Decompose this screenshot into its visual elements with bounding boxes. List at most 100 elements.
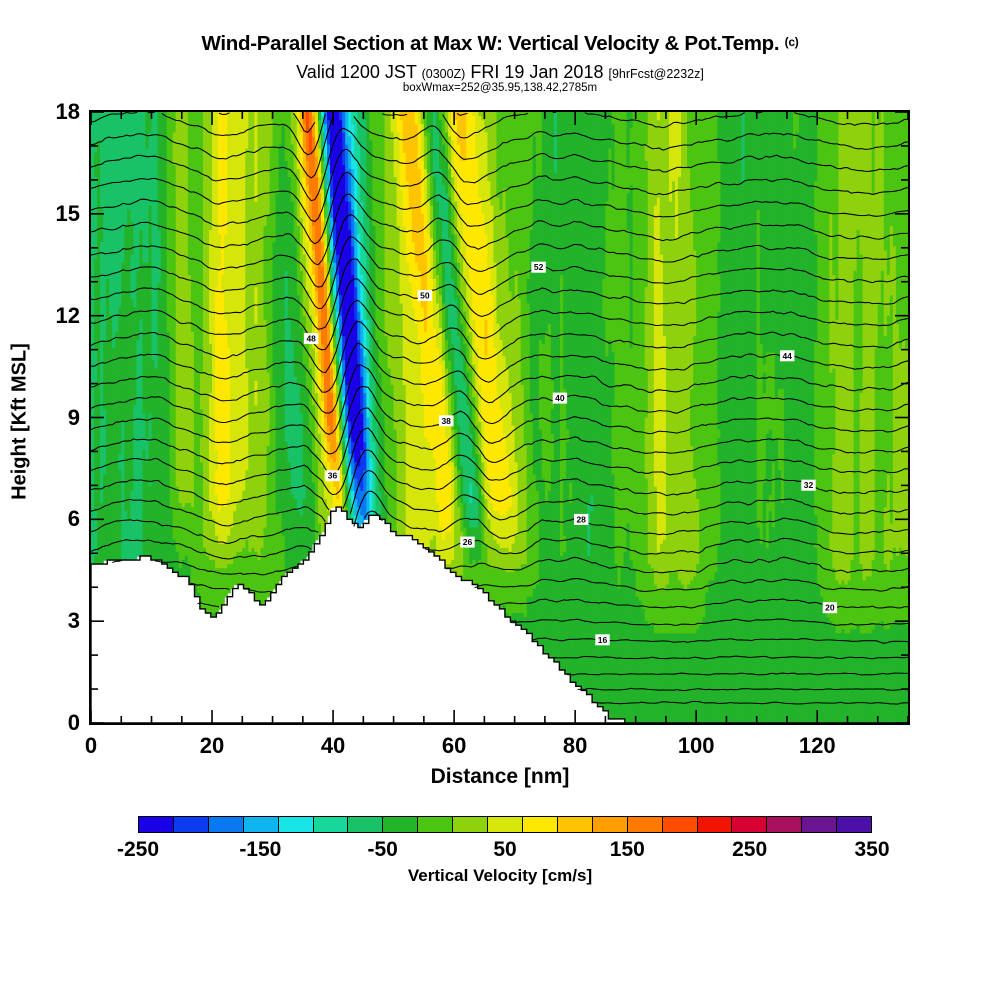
isentrope xyxy=(510,618,908,626)
x-tick-0: 0 xyxy=(84,733,98,758)
contour-label: 38 xyxy=(441,416,451,426)
isentrope xyxy=(91,213,908,288)
isentrope xyxy=(91,127,908,202)
colorbar-swatch-11 xyxy=(522,817,558,832)
colorbar xyxy=(138,816,872,833)
colorbar-swatch-5 xyxy=(313,817,349,832)
y-tick-6: 6 xyxy=(67,506,80,532)
subtitle-forecast-hour: [9hrFcst@2232z] xyxy=(608,67,704,81)
contour-label-bg xyxy=(417,290,433,301)
x-tick-40: 40 xyxy=(320,733,346,758)
isentrope xyxy=(112,556,908,576)
isentrope xyxy=(190,577,908,593)
colorbar-tick--250: -250 xyxy=(116,838,160,861)
y-tick-3: 3 xyxy=(67,608,80,634)
isentrope xyxy=(91,320,908,393)
isentrope xyxy=(91,342,908,414)
subtitle-utc-time: (0300Z) xyxy=(421,67,466,81)
colorbar-tick--50: -50 xyxy=(367,838,398,861)
colorbar-swatch-16 xyxy=(697,817,733,832)
x-tick-20: 20 xyxy=(199,733,225,758)
contour-label-bg xyxy=(780,350,795,362)
contour-label-bg xyxy=(552,392,568,404)
colorbar-swatch-10 xyxy=(488,817,523,832)
colorbar-swatch-6 xyxy=(348,817,384,832)
terrain-mask xyxy=(91,506,908,723)
chart-annotation: boxWmax=252@35.95,138.42,2785m xyxy=(402,82,598,94)
isentrope xyxy=(91,386,908,455)
contour-label: 50 xyxy=(420,291,430,301)
colorbar-swatch-7 xyxy=(383,817,419,832)
contour-label-bg xyxy=(801,479,816,491)
subtitle-valid-time: Valid 1200 JST xyxy=(296,62,417,82)
isentrope xyxy=(91,407,908,477)
colorbar-swatch-18 xyxy=(767,817,803,832)
plot-inner: 16 20 26 28 32 36 38 40 44 48 50 52 xyxy=(91,112,908,723)
colorbar-swatch-14 xyxy=(627,817,663,832)
isentrope xyxy=(91,258,908,330)
isentrope xyxy=(91,278,908,351)
contour-label-bg xyxy=(531,261,546,273)
contour-label: 28 xyxy=(576,514,586,524)
y-axis-title: Height [Kft MSL] xyxy=(8,343,31,500)
isentrope xyxy=(197,598,908,609)
isentrope xyxy=(91,427,908,496)
isentrope xyxy=(591,700,908,705)
colorbar-swatch-9 xyxy=(453,817,489,832)
isentrope xyxy=(91,116,908,179)
isentrope xyxy=(91,171,908,245)
isentrope xyxy=(566,672,908,676)
plot-area: 16 20 26 28 32 36 38 40 44 48 50 52 xyxy=(89,110,910,725)
colorbar-tick-350: 350 xyxy=(854,838,890,861)
contour-label-bg xyxy=(325,470,340,482)
isentrope xyxy=(531,637,908,644)
colorbar-swatch-0 xyxy=(139,817,174,832)
isentrope xyxy=(91,193,908,266)
x-axis-title: Distance [nm] xyxy=(430,765,570,788)
contour-label: 32 xyxy=(804,480,814,490)
x-tick-60: 60 xyxy=(441,733,467,758)
colorbar-swatch-4 xyxy=(278,817,314,832)
colorbar-tick-250: 250 xyxy=(732,838,768,861)
colorbar-tick--150: -150 xyxy=(239,838,282,861)
copyright-mark: (c) xyxy=(784,35,799,49)
filled-contours xyxy=(91,112,908,723)
colorbar-swatch-1 xyxy=(173,817,209,832)
colorbar-swatch-20 xyxy=(837,817,872,832)
y-tick-15: 15 xyxy=(55,200,80,226)
x-tick-80: 80 xyxy=(562,733,588,758)
colorbar-tick-150: 150 xyxy=(609,838,645,861)
subtitle-date: FRI 19 Jan 2018 xyxy=(470,62,604,82)
y-tick-12: 12 xyxy=(55,302,80,328)
colorbar-swatch-15 xyxy=(662,817,698,832)
contour-label: 52 xyxy=(534,262,544,272)
contour-label: 26 xyxy=(463,537,473,547)
isentrope xyxy=(91,364,908,435)
isentrope xyxy=(549,655,908,660)
colorbar-title: Vertical Velocity [cm/s] xyxy=(407,866,593,885)
x-tick-100: 100 xyxy=(677,733,715,758)
isentrope xyxy=(91,469,908,527)
contour-label: 16 xyxy=(598,635,608,645)
colorbar-swatch-2 xyxy=(208,817,244,832)
contour-label: 44 xyxy=(782,351,792,361)
colorbar-swatch-13 xyxy=(592,817,628,832)
colorbar-swatch-8 xyxy=(418,817,454,832)
isentrope xyxy=(91,148,908,223)
y-tick-18: 18 xyxy=(55,99,80,124)
contour-label-bg xyxy=(439,415,454,427)
contour-label-bg xyxy=(822,602,838,614)
chart-title-text: Wind-Parallel Section at Max W: Vertical… xyxy=(201,32,780,55)
chart-title: Wind-Parallel Section at Max W: Vertical… xyxy=(0,32,1000,56)
colorbar-tick-50: 50 xyxy=(493,838,517,861)
contour-label-bg xyxy=(304,333,319,344)
colorbar-swatch-19 xyxy=(802,817,838,832)
chart-subtitle: Valid 1200 JST (0300Z) FRI 19 Jan 2018 [… xyxy=(0,62,1000,83)
y-tick-9: 9 xyxy=(67,404,80,430)
isentrope xyxy=(91,490,908,544)
vertical-velocity-field: 16 20 26 28 32 36 38 40 44 48 50 52 xyxy=(91,112,908,723)
y-tick-0: 0 xyxy=(67,710,80,735)
contour-label: 48 xyxy=(306,334,316,344)
x-tick-120: 120 xyxy=(798,733,836,758)
